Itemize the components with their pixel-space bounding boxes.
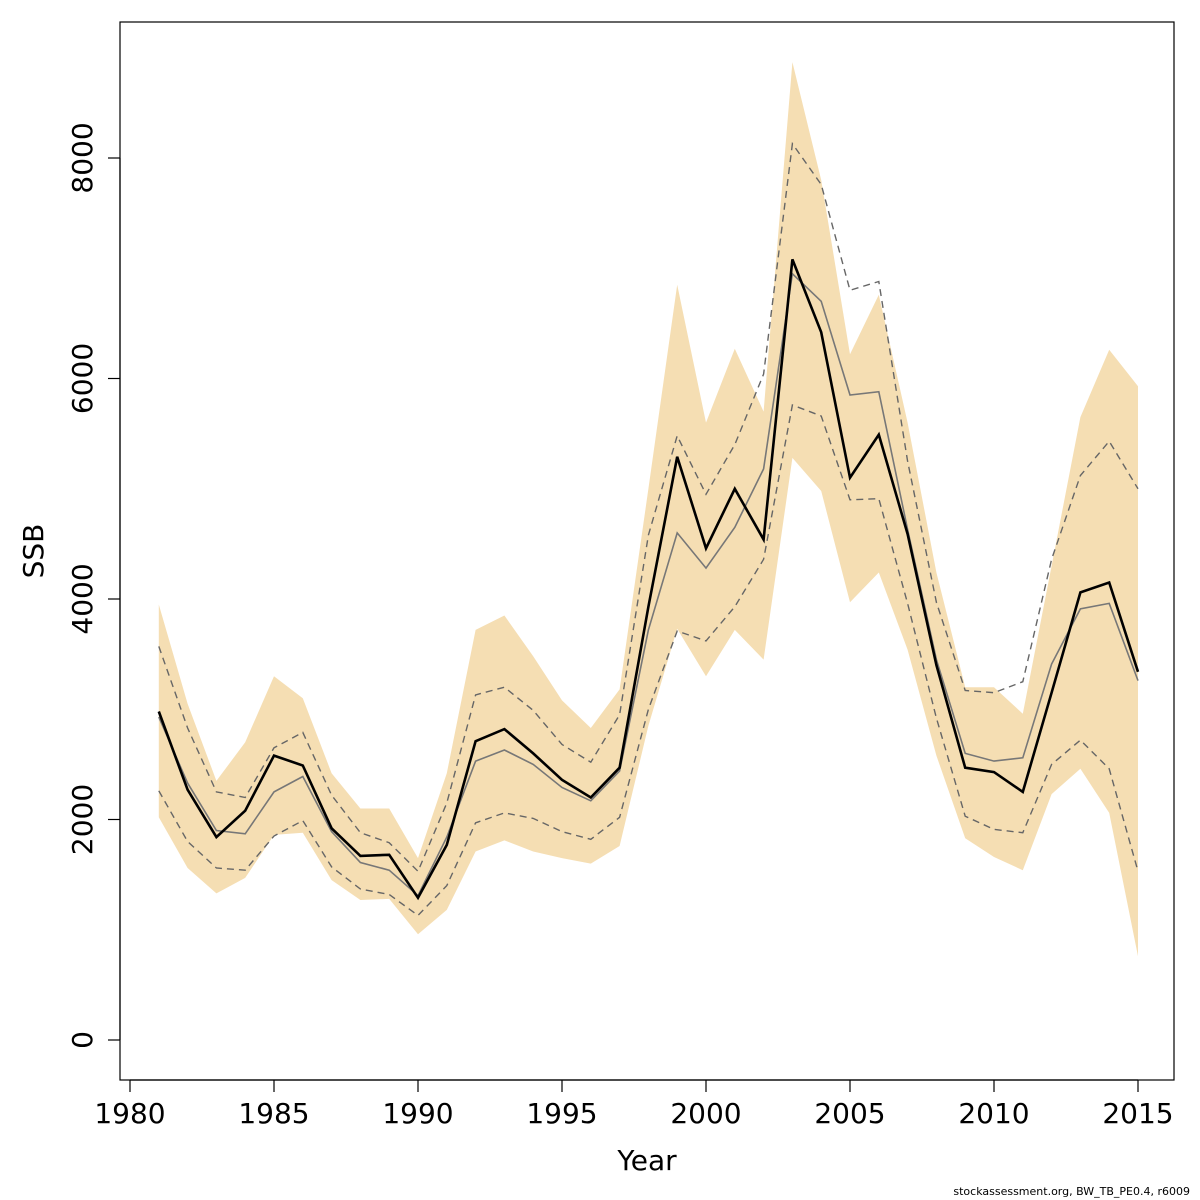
series-line-estimate [157, 258, 1140, 901]
x-tick-label: 2005 [814, 1097, 885, 1130]
x-axis-title: Year [616, 1144, 677, 1177]
series-lines [157, 141, 1140, 917]
series-line-upper-dashed [158, 141, 1139, 873]
y-tick-label: 2000 [66, 784, 99, 855]
series-line-lower-dashed [158, 404, 1139, 917]
x-tick-label: 1985 [238, 1097, 309, 1130]
y-axis-title: SSB [17, 524, 50, 579]
footer-credit: stockassessment.org, BW_TB_PE0.4, r6009 [953, 1185, 1190, 1198]
x-tick-label: 1980 [94, 1097, 165, 1130]
y-tick-label: 6000 [66, 343, 99, 414]
band-area [158, 62, 1139, 957]
y-tick-label: 8000 [66, 122, 99, 193]
x-tick-label: 2010 [958, 1097, 1029, 1130]
x-axis: 1980 1985 1990 1995 2000 2005 2010 2015 [94, 1079, 1174, 1130]
y-axis: 0 2000 4000 6000 8000 [66, 122, 121, 1049]
x-tick-label: 2015 [1102, 1097, 1173, 1130]
y-tick-label: 0 [66, 1031, 99, 1049]
confidence-band [158, 62, 1139, 957]
x-tick-label: 2000 [670, 1097, 741, 1130]
y-tick-label: 4000 [66, 563, 99, 634]
series-line-secondary [158, 272, 1139, 897]
x-tick-label: 1995 [526, 1097, 597, 1130]
x-tick-label: 1990 [382, 1097, 453, 1130]
